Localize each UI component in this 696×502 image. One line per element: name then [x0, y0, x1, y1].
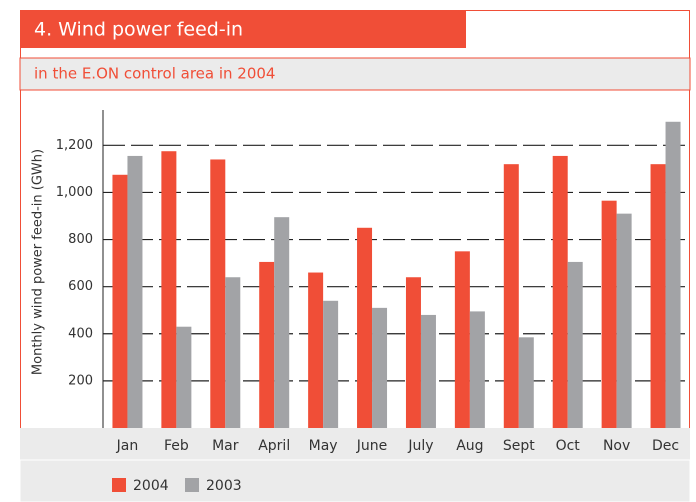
- bar: [210, 159, 226, 428]
- bar: [112, 174, 128, 428]
- bar: [372, 307, 388, 428]
- x-tick-label: Aug: [456, 438, 483, 454]
- x-tick-label: Jan: [116, 438, 139, 454]
- subtitle-band: [19, 57, 691, 91]
- y-tick-label: 600: [68, 279, 93, 294]
- bar: [308, 272, 324, 428]
- x-tick-label: July: [407, 438, 433, 454]
- legend-band: [19, 459, 691, 502]
- bar: [454, 251, 470, 428]
- legend-label: 2003: [206, 478, 242, 494]
- x-tick-label: May: [309, 438, 338, 454]
- bar: [225, 277, 241, 428]
- bar: [274, 217, 290, 428]
- x-tick-label: Sept: [503, 438, 535, 454]
- bar: [323, 300, 339, 428]
- x-tick-label: Mar: [212, 438, 239, 454]
- y-tick-label: 800: [68, 232, 93, 247]
- bar: [127, 155, 143, 428]
- x-tick-label: Oct: [556, 438, 581, 454]
- chart-subtitle: in the E.ON control area in 2004: [34, 65, 275, 83]
- bar: [567, 261, 583, 428]
- bar: [650, 164, 666, 428]
- x-tick-label: Feb: [164, 438, 189, 454]
- y-tick-label: 1,200: [56, 138, 93, 153]
- x-tick-label: April: [258, 438, 290, 454]
- x-tick-label: Dec: [652, 438, 679, 454]
- bar: [503, 164, 519, 428]
- chart-title: 4. Wind power feed-in: [34, 19, 243, 41]
- legend-label: 2004: [133, 478, 169, 494]
- y-axis-label: Monthly wind power feed-in (GWh): [31, 149, 46, 375]
- title-band: [20, 10, 466, 48]
- bar: [469, 311, 485, 428]
- y-tick-label: 400: [68, 326, 93, 341]
- bar: [176, 326, 192, 428]
- bar: [601, 200, 617, 428]
- bar: [259, 261, 275, 428]
- bar: [357, 227, 373, 428]
- bar: [420, 314, 436, 428]
- y-tick-label: 200: [68, 373, 93, 388]
- bar: [552, 155, 568, 428]
- bar: [518, 337, 534, 428]
- x-tick-label: Nov: [603, 438, 630, 454]
- legend-swatch: [185, 478, 199, 492]
- y-tick-label: 1,000: [56, 185, 93, 200]
- bar: [405, 277, 421, 428]
- legend-swatch: [112, 478, 126, 492]
- bar: [665, 121, 681, 429]
- category-band: [20, 428, 690, 460]
- bar: [616, 213, 632, 428]
- x-tick-label: June: [356, 438, 388, 454]
- bar: [161, 151, 177, 428]
